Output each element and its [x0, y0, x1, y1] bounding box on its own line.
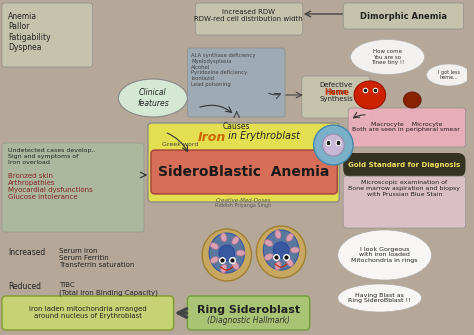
Ellipse shape	[322, 134, 344, 156]
Text: Creative-Med-Doses: Creative-Med-Doses	[216, 198, 271, 203]
Text: SideroBlastic  Anemia: SideroBlastic Anemia	[158, 165, 329, 179]
Text: Increased RDW
RDW-red cell distribution width: Increased RDW RDW-red cell distribution …	[194, 9, 303, 22]
Text: (Diagnostic Hallmark): (Diagnostic Hallmark)	[207, 316, 290, 325]
Text: Undetected cases develop..
Sign and symptoms of
Iron overload: Undetected cases develop.. Sign and symp…	[8, 148, 95, 164]
Ellipse shape	[118, 79, 187, 117]
Ellipse shape	[236, 250, 245, 256]
Ellipse shape	[219, 245, 235, 261]
Text: TIBC
(Total Iron Binding Capacity): TIBC (Total Iron Binding Capacity)	[59, 282, 158, 295]
FancyBboxPatch shape	[195, 3, 303, 35]
Text: Having Blast as
Ring SideroBblast !!: Having Blast as Ring SideroBblast !!	[348, 292, 411, 304]
Ellipse shape	[338, 284, 421, 312]
Text: Bronzed skin
Arthropathies
Myocardial dysfunctions
Glucose intolerance: Bronzed skin Arthropathies Myocardial dy…	[8, 173, 92, 200]
Text: Macrocyte    Microcyte
Both are seen in peripheral smear: Macrocyte Microcyte Both are seen in per…	[353, 122, 460, 132]
Ellipse shape	[275, 230, 281, 239]
Text: in Erythroblast: in Erythroblast	[225, 131, 300, 141]
Ellipse shape	[256, 226, 306, 278]
FancyBboxPatch shape	[343, 153, 465, 177]
Text: Heme: Heme	[324, 88, 349, 97]
Text: Clinical
features: Clinical features	[137, 88, 169, 108]
Ellipse shape	[264, 230, 299, 270]
Ellipse shape	[202, 229, 252, 281]
Ellipse shape	[286, 233, 293, 242]
FancyBboxPatch shape	[148, 123, 339, 202]
Ellipse shape	[338, 230, 431, 280]
Ellipse shape	[264, 254, 273, 260]
Text: Greek word: Greek word	[162, 142, 198, 147]
Ellipse shape	[351, 40, 425, 74]
Text: Gold Standard for Diagnosis: Gold Standard for Diagnosis	[348, 162, 460, 168]
Ellipse shape	[221, 264, 227, 273]
FancyBboxPatch shape	[343, 3, 464, 29]
Ellipse shape	[314, 125, 353, 165]
Text: Defective
Heme
Synthesis: Defective Heme Synthesis	[319, 82, 353, 102]
Text: Ring Sideroblast: Ring Sideroblast	[197, 305, 300, 315]
FancyBboxPatch shape	[151, 150, 337, 194]
FancyBboxPatch shape	[348, 108, 465, 147]
Ellipse shape	[210, 257, 219, 263]
Text: Anemia
Pallor
Fatigability
Dyspnea: Anemia Pallor Fatigability Dyspnea	[8, 12, 51, 52]
Ellipse shape	[232, 262, 239, 269]
Ellipse shape	[221, 233, 227, 242]
Text: How come
You are so
Tinee tiny !!: How come You are so Tinee tiny !!	[371, 49, 404, 65]
Text: I look Gorgeous
with iron loaded
Mitochondria in rings: I look Gorgeous with iron loaded Mitocho…	[351, 247, 418, 263]
Ellipse shape	[291, 247, 299, 253]
Ellipse shape	[354, 81, 386, 109]
Text: Serum iron
Serum Ferritin
Transferrin saturation: Serum iron Serum Ferritin Transferrin sa…	[59, 248, 135, 268]
Ellipse shape	[273, 242, 289, 258]
Ellipse shape	[286, 259, 293, 267]
Ellipse shape	[209, 233, 245, 273]
Text: Iron laden mitochondria arranged
around nucleus of Erythroblast: Iron laden mitochondria arranged around …	[29, 306, 146, 319]
Text: Causes: Causes	[223, 122, 250, 131]
FancyBboxPatch shape	[2, 143, 144, 232]
Ellipse shape	[275, 261, 281, 270]
Text: Increased: Increased	[8, 248, 45, 257]
FancyBboxPatch shape	[2, 3, 93, 67]
Text: Riddish Priyanga Singh: Riddish Priyanga Singh	[216, 203, 272, 208]
Text: I got less
heme...: I got less heme...	[438, 70, 460, 80]
Text: Reduced: Reduced	[8, 282, 41, 291]
FancyBboxPatch shape	[187, 48, 285, 117]
FancyBboxPatch shape	[187, 296, 310, 330]
FancyBboxPatch shape	[2, 296, 173, 330]
Text: ALA synthase deficiency
Myelodysplasia
Alcohol
Pyridoxine deficiency
Isoniazid
L: ALA synthase deficiency Myelodysplasia A…	[191, 53, 256, 87]
Text: Microscopic examination of
Bone marrow aspiration and biopsy
with Prussian Blue : Microscopic examination of Bone marrow a…	[348, 180, 460, 197]
Ellipse shape	[232, 237, 239, 245]
Ellipse shape	[427, 64, 471, 86]
Ellipse shape	[403, 92, 421, 108]
Text: Iron: Iron	[197, 131, 226, 144]
Ellipse shape	[210, 243, 219, 249]
FancyBboxPatch shape	[302, 76, 370, 118]
FancyBboxPatch shape	[343, 176, 465, 228]
Ellipse shape	[264, 240, 273, 246]
Text: Dimorphic Anemia: Dimorphic Anemia	[360, 11, 447, 20]
